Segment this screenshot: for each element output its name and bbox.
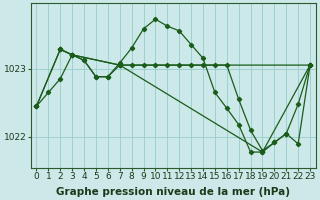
X-axis label: Graphe pression niveau de la mer (hPa): Graphe pression niveau de la mer (hPa) <box>56 187 290 197</box>
